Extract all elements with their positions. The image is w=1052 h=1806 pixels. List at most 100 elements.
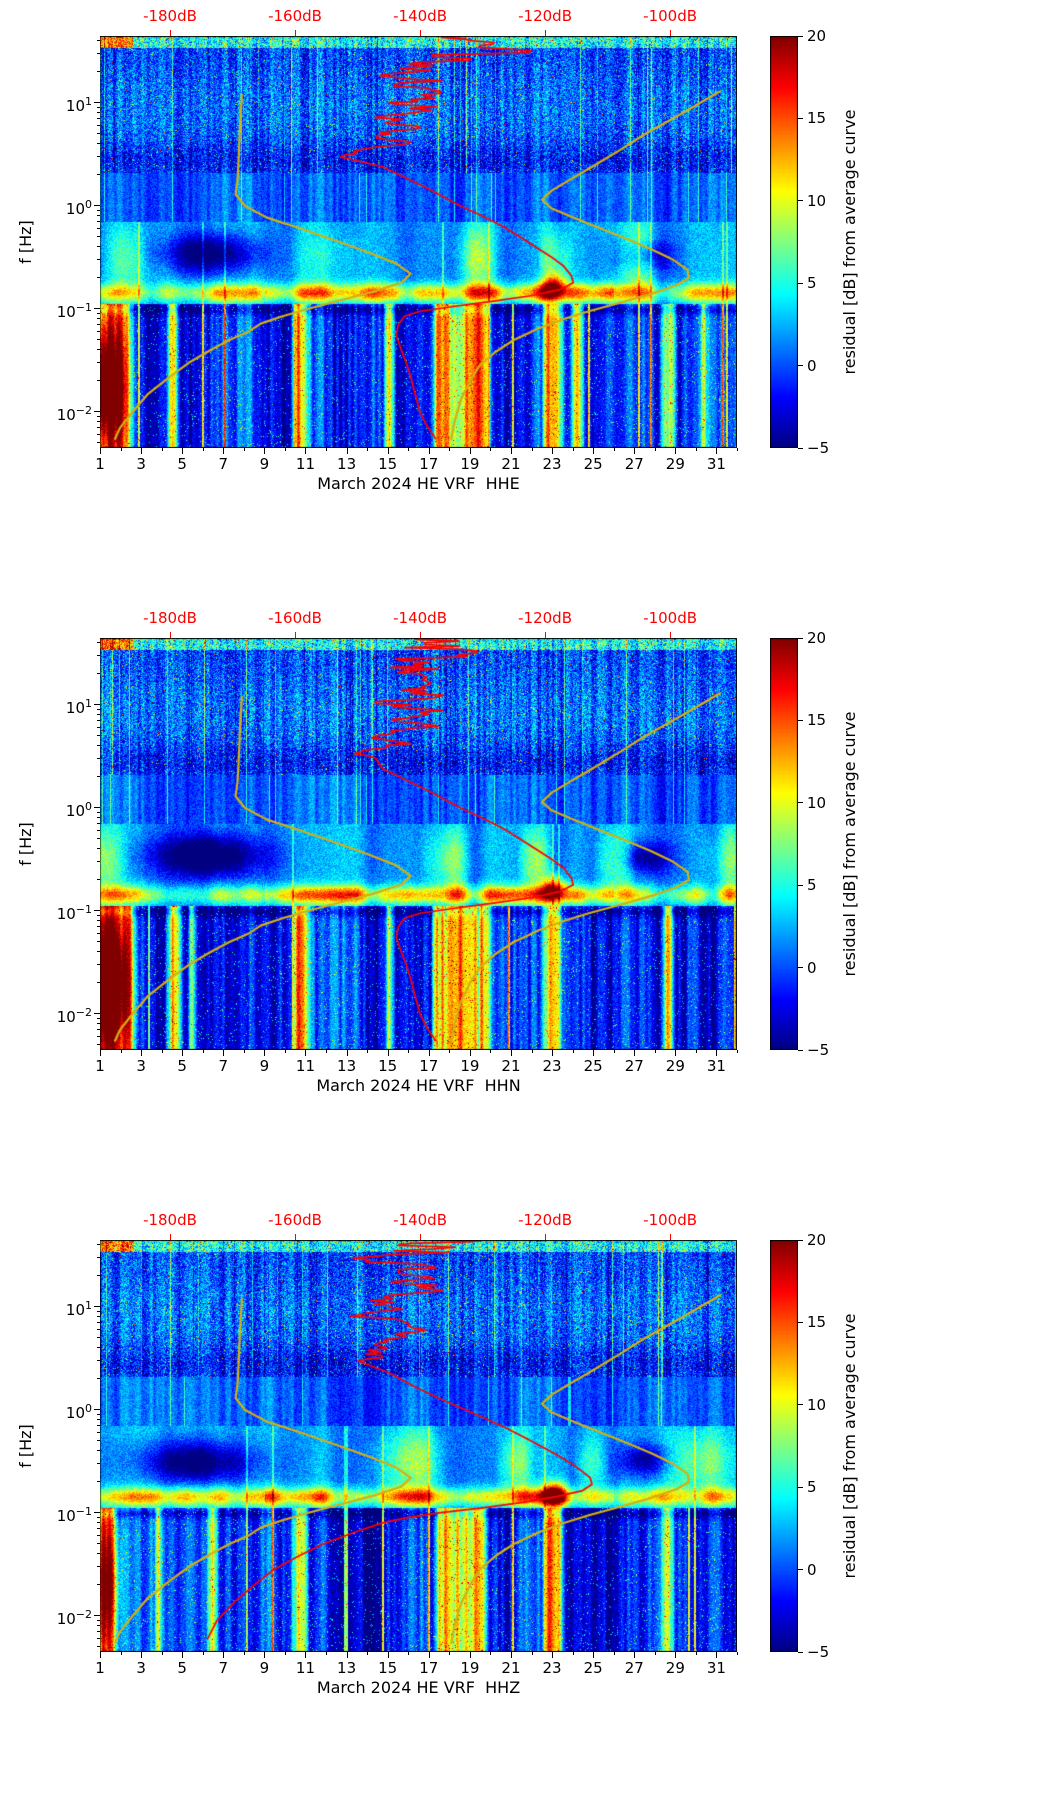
top-axis-tick <box>170 30 171 36</box>
x-minor-tick <box>408 1652 410 1655</box>
x-tick <box>469 1652 471 1658</box>
x-minor-tick <box>531 1652 533 1655</box>
y-minor-tick <box>97 156 100 158</box>
y-tick <box>94 308 100 310</box>
colorbar-tick-label: 5 <box>807 876 817 895</box>
x-tick-label: 25 <box>583 455 603 473</box>
y-minor-tick <box>97 933 100 935</box>
x-tick <box>675 448 677 454</box>
y-minor-tick <box>97 1646 100 1648</box>
y-minor-tick <box>97 1517 100 1519</box>
y-tick-label: 101 <box>65 1298 92 1319</box>
x-tick-label: 7 <box>218 1057 229 1075</box>
y-minor-tick <box>97 1036 100 1038</box>
x-tick <box>593 1652 595 1658</box>
top-axis-tick <box>295 632 297 638</box>
colorbar-tick-label: −5 <box>807 439 830 457</box>
x-tick <box>305 1652 307 1658</box>
x-minor-tick <box>408 448 410 451</box>
y-minor-tick <box>97 964 100 966</box>
y-minor-tick <box>97 427 100 429</box>
y-minor-tick <box>97 331 100 333</box>
x-minor-tick <box>695 1652 697 1655</box>
y-minor-tick <box>97 838 100 840</box>
x-tick <box>675 1652 677 1658</box>
colorbar-tick <box>798 1321 803 1323</box>
colorbar-tick-label: 20 <box>807 629 827 647</box>
y-minor-tick <box>97 1481 100 1483</box>
x-tick-label: 17 <box>419 1659 439 1677</box>
x-tick-label: 15 <box>378 1057 398 1075</box>
y-minor-tick <box>97 1625 100 1627</box>
x-minor-tick <box>531 448 533 451</box>
x-minor-tick <box>284 1050 286 1053</box>
top-axis-tick <box>170 1234 171 1240</box>
x-minor-tick <box>243 1050 245 1053</box>
y-tick <box>94 807 100 809</box>
top-axis-db-label: -180dB <box>143 7 197 25</box>
y-tick-label: 10−1 <box>56 1504 92 1525</box>
y-minor-tick <box>97 879 100 881</box>
colorbar-tick <box>798 1049 803 1051</box>
y-tick <box>94 1512 100 1514</box>
x-tick-label: 3 <box>136 1057 146 1075</box>
y-minor-tick <box>97 951 100 953</box>
y-minor-tick <box>97 1275 100 1277</box>
top-axis-tick <box>420 632 422 638</box>
y-minor-tick <box>97 812 100 814</box>
colorbar-tick-label: 10 <box>807 191 827 210</box>
x-tick-label: 5 <box>177 1057 187 1075</box>
y-tick-label: 10−2 <box>56 403 92 424</box>
x-minor-tick <box>449 1652 451 1655</box>
x-tick-label: 3 <box>136 1659 146 1677</box>
x-tick <box>387 1652 389 1658</box>
colorbar-tick <box>798 1569 803 1571</box>
y-tick-label: 10−2 <box>56 1005 92 1026</box>
x-minor-tick <box>367 1050 369 1053</box>
x-minor-tick <box>695 1050 697 1053</box>
y-minor-tick <box>97 174 100 176</box>
y-minor-tick <box>97 1018 100 1020</box>
y-minor-tick <box>97 1257 100 1259</box>
x-tick-label: 7 <box>218 455 229 473</box>
top-axis-db-label: -160dB <box>268 1211 322 1229</box>
colorbar-tick <box>798 637 803 639</box>
y-minor-tick <box>97 442 100 444</box>
x-tick-label: 13 <box>337 455 357 473</box>
y-minor-tick <box>97 125 100 127</box>
y-minor-tick <box>97 380 100 382</box>
x-minor-tick <box>408 1050 410 1053</box>
y-minor-tick <box>97 745 100 747</box>
x-tick-label: 21 <box>501 1659 521 1677</box>
y-minor-tick <box>97 313 100 315</box>
x-tick <box>428 1652 430 1658</box>
y-minor-tick <box>97 324 100 326</box>
y-minor-tick <box>97 1584 100 1586</box>
y-tick-label: 100 <box>65 1401 92 1422</box>
x-minor-tick <box>613 448 615 451</box>
top-axis-tick <box>295 30 297 36</box>
y-minor-tick <box>97 1432 100 1434</box>
colorbar-hhn <box>770 638 798 1050</box>
colorbar-tick <box>798 365 803 367</box>
colorbar-tick-label: 0 <box>807 1560 817 1579</box>
spectrogram-heatmap-hhe <box>100 36 737 448</box>
x-tick <box>264 1652 266 1658</box>
x-tick <box>716 1050 718 1056</box>
x-minor-tick <box>120 1652 122 1655</box>
x-tick-label: 29 <box>665 1659 685 1677</box>
x-minor-tick <box>161 1050 163 1053</box>
x-minor-tick <box>202 448 204 451</box>
colorbar-tick-label: 5 <box>807 1478 817 1497</box>
x-tick-label: 19 <box>460 455 480 473</box>
x-tick-label: 13 <box>337 1659 357 1677</box>
spectrogram-panel-hhn: f [Hz] residual [dB] from average curve … <box>0 602 1052 1204</box>
colorbar-label: residual [dB] from average curve <box>840 109 859 375</box>
y-minor-tick <box>97 434 100 436</box>
y-minor-tick <box>97 982 100 984</box>
y-minor-tick <box>97 246 100 248</box>
y-minor-tick <box>97 920 100 922</box>
x-tick <box>716 448 718 454</box>
x-minor-tick <box>737 448 738 451</box>
x-tick-label: 5 <box>177 1659 187 1677</box>
